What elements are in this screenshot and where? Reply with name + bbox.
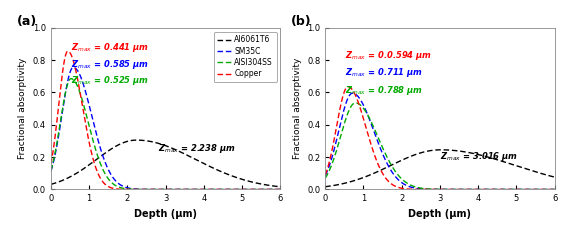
Text: Z$_{max}$ = 2.238 μm: Z$_{max}$ = 2.238 μm xyxy=(158,142,235,155)
Y-axis label: Fractional absorptivity: Fractional absorptivity xyxy=(18,58,27,159)
Text: Z$_{max}$ = 3.016 μm: Z$_{max}$ = 3.016 μm xyxy=(440,150,518,163)
Text: Z$_{max}$ = 0.525 μm: Z$_{max}$ = 0.525 μm xyxy=(71,74,149,87)
Legend: Al6061T6, SM35C, AISI304SS, Copper: Al6061T6, SM35C, AISI304SS, Copper xyxy=(213,32,277,82)
Text: Z$_{max}$ = 0.441 μm: Z$_{max}$ = 0.441 μm xyxy=(71,41,149,55)
Text: (a): (a) xyxy=(16,15,37,28)
X-axis label: Depth (μm): Depth (μm) xyxy=(409,209,471,219)
Text: Z$_{max}$ = 0.0.594 μm: Z$_{max}$ = 0.0.594 μm xyxy=(345,49,432,62)
X-axis label: Depth (μm): Depth (μm) xyxy=(134,209,197,219)
Text: Z$_{max}$ = 0.585 μm: Z$_{max}$ = 0.585 μm xyxy=(71,58,149,71)
Y-axis label: Fractional absorptivity: Fractional absorptivity xyxy=(293,58,302,159)
Text: (b): (b) xyxy=(291,15,311,28)
Text: Z$_{max}$ = 0.788 μm: Z$_{max}$ = 0.788 μm xyxy=(345,84,423,97)
Text: Z$_{max}$ = 0.711 μm: Z$_{max}$ = 0.711 μm xyxy=(345,67,423,79)
